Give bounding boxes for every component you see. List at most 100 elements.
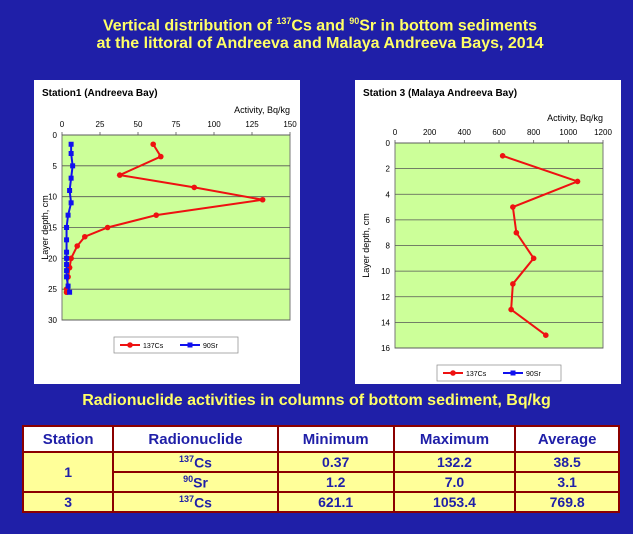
x-tick-label: 1200 bbox=[594, 128, 612, 137]
page-title-line2: at the littoral of Andreeva and Malaya A… bbox=[96, 35, 544, 52]
data-point-137Cs bbox=[158, 153, 164, 160]
x-tick-label: 200 bbox=[423, 128, 437, 137]
data-point-137Cs bbox=[499, 153, 506, 159]
x-axis-label: Activity, Bq/kg bbox=[234, 105, 290, 115]
data-point-90Sr bbox=[65, 212, 71, 218]
table-header-row: Station Radionuclide Minimum Maximum Ave… bbox=[21, 425, 620, 453]
cell-average: 769.8 bbox=[514, 491, 620, 513]
legend-label: 90Sr bbox=[526, 371, 541, 378]
legend-label: 137Cs bbox=[143, 343, 164, 350]
data-point-90Sr bbox=[64, 255, 70, 261]
title-text: Vertical distribution of bbox=[103, 17, 277, 35]
cell-minimum: 1.2 bbox=[276, 471, 395, 493]
y-tick-label: 30 bbox=[48, 316, 57, 325]
legend-marker-137Cs bbox=[127, 342, 133, 348]
cell-minimum: 621.1 bbox=[276, 491, 395, 513]
legend-marker-90Sr bbox=[187, 342, 193, 348]
data-point-137Cs bbox=[513, 229, 520, 236]
legend-marker-137Cs bbox=[450, 370, 456, 376]
element: Cs bbox=[194, 454, 212, 471]
y-tick-label: 4 bbox=[386, 190, 391, 199]
series-line-90Sr bbox=[65, 144, 74, 293]
x-tick-label: 125 bbox=[245, 120, 259, 129]
table-title: Radionuclide activities in columns of bo… bbox=[82, 392, 551, 409]
data-point-137Cs bbox=[508, 306, 514, 313]
data-point-90Sr bbox=[64, 268, 70, 274]
data-point-137Cs bbox=[574, 178, 581, 185]
x-tick-label: 75 bbox=[172, 120, 181, 129]
chart-panel-station3: Station 3 (Malaya Andreeva Bay) Activity,… bbox=[355, 80, 621, 384]
data-point-137Cs bbox=[82, 233, 88, 240]
table-row: 1 137Cs 0.37 132.2 38.5 bbox=[21, 451, 620, 493]
header-maximum: Maximum bbox=[392, 425, 517, 453]
cell-radionuclide: 90Sr bbox=[112, 471, 279, 493]
series-line-137Cs bbox=[502, 154, 581, 336]
x-tick-label: 400 bbox=[458, 128, 472, 137]
data-point-137Cs bbox=[191, 184, 198, 191]
data-point-90Sr bbox=[64, 237, 70, 243]
x-tick-label: 1000 bbox=[559, 128, 577, 137]
station3-chart: Station 3 (Malaya Andreeva Bay) Activity,… bbox=[361, 88, 612, 382]
y-tick-label: 20 bbox=[48, 254, 57, 263]
title-text: Cs and bbox=[291, 17, 350, 35]
cell-station: 1 bbox=[21, 451, 115, 493]
mass-number: 137 bbox=[179, 493, 195, 504]
title-text: Sr in bottom sediments bbox=[359, 17, 537, 35]
data-point-90Sr bbox=[65, 283, 71, 289]
cell-maximum: 7.0 bbox=[392, 471, 517, 493]
x-axis-label: Activity, Bq/kg bbox=[547, 113, 603, 123]
table-row: 90Sr 1.2 7.0 3.1 bbox=[23, 471, 620, 493]
cell-minimum: 0.37 bbox=[276, 451, 395, 473]
chart-title: Station 3 (Malaya Andreeva Bay) bbox=[363, 88, 517, 99]
cell-radionuclide: 137Cs bbox=[112, 491, 279, 513]
title-cs-mass: 137 bbox=[276, 16, 292, 26]
y-tick-label: 8 bbox=[386, 242, 391, 251]
data-point-137Cs bbox=[153, 212, 160, 218]
legend-label: 137Cs bbox=[466, 371, 487, 378]
data-point-90Sr bbox=[68, 151, 74, 156]
y-tick-label: 2 bbox=[386, 165, 391, 174]
legend-box bbox=[113, 336, 239, 354]
cell-radionuclide: 137Cs bbox=[112, 451, 279, 473]
data-point-90Sr bbox=[67, 289, 73, 295]
y-tick-label: 10 bbox=[48, 193, 57, 202]
legend-marker-90Sr bbox=[510, 370, 516, 376]
legend-label: 90Sr bbox=[203, 343, 218, 350]
cell-average: 38.5 bbox=[514, 451, 620, 473]
data-point-90Sr bbox=[70, 163, 76, 169]
header-minimum: Minimum bbox=[276, 425, 395, 453]
station1-chart: Station1 (Andreeva Bay) Activity, Bq/kg 0 5… bbox=[40, 88, 297, 354]
data-point-90Sr bbox=[67, 188, 73, 193]
x-tick-label: 100 bbox=[207, 120, 221, 129]
x-tick-label: 600 bbox=[492, 128, 506, 137]
x-tick-label: 25 bbox=[96, 120, 105, 129]
y-tick-label: 15 bbox=[48, 224, 57, 233]
x-tick-label: 50 bbox=[134, 120, 143, 129]
data-point-137Cs bbox=[104, 224, 111, 231]
data-point-137Cs bbox=[510, 204, 516, 210]
mass-number: 137 bbox=[179, 453, 195, 464]
data-point-137Cs bbox=[530, 255, 537, 262]
cell-maximum: 1053.4 bbox=[392, 491, 517, 513]
data-point-90Sr bbox=[64, 274, 70, 280]
y-tick-label: 25 bbox=[48, 285, 57, 294]
cell-station: 3 bbox=[21, 491, 115, 513]
y-tick-label: 6 bbox=[386, 216, 391, 225]
chart-panel-station1: Station1 (Andreeva Bay) Activity, Bq/kg 0 5… bbox=[34, 80, 300, 384]
data-point-137Cs bbox=[543, 332, 549, 338]
data-point-137Cs bbox=[510, 281, 516, 287]
y-axis-label: Layer depth, cm bbox=[361, 213, 371, 278]
x-tick-label: 0 bbox=[60, 120, 65, 129]
y-axis-label: Layer depth, cm bbox=[40, 195, 50, 260]
data-point-90Sr bbox=[64, 262, 70, 267]
page-title: Vertical distribution of 137Cs and 90Sr … bbox=[20, 10, 620, 37]
cell-maximum: 132.2 bbox=[392, 451, 517, 473]
data-point-90Sr bbox=[68, 200, 74, 206]
chart-title: Station1 (Andreeva Bay) bbox=[42, 88, 158, 99]
legend-box bbox=[436, 364, 562, 382]
table-row: 3 137Cs 621.1 1053.4 769.8 bbox=[21, 491, 620, 513]
x-tick-label: 150 bbox=[283, 120, 297, 129]
x-tick-label: 800 bbox=[527, 128, 541, 137]
y-tick-label: 5 bbox=[53, 162, 58, 171]
data-point-90Sr bbox=[68, 141, 74, 147]
